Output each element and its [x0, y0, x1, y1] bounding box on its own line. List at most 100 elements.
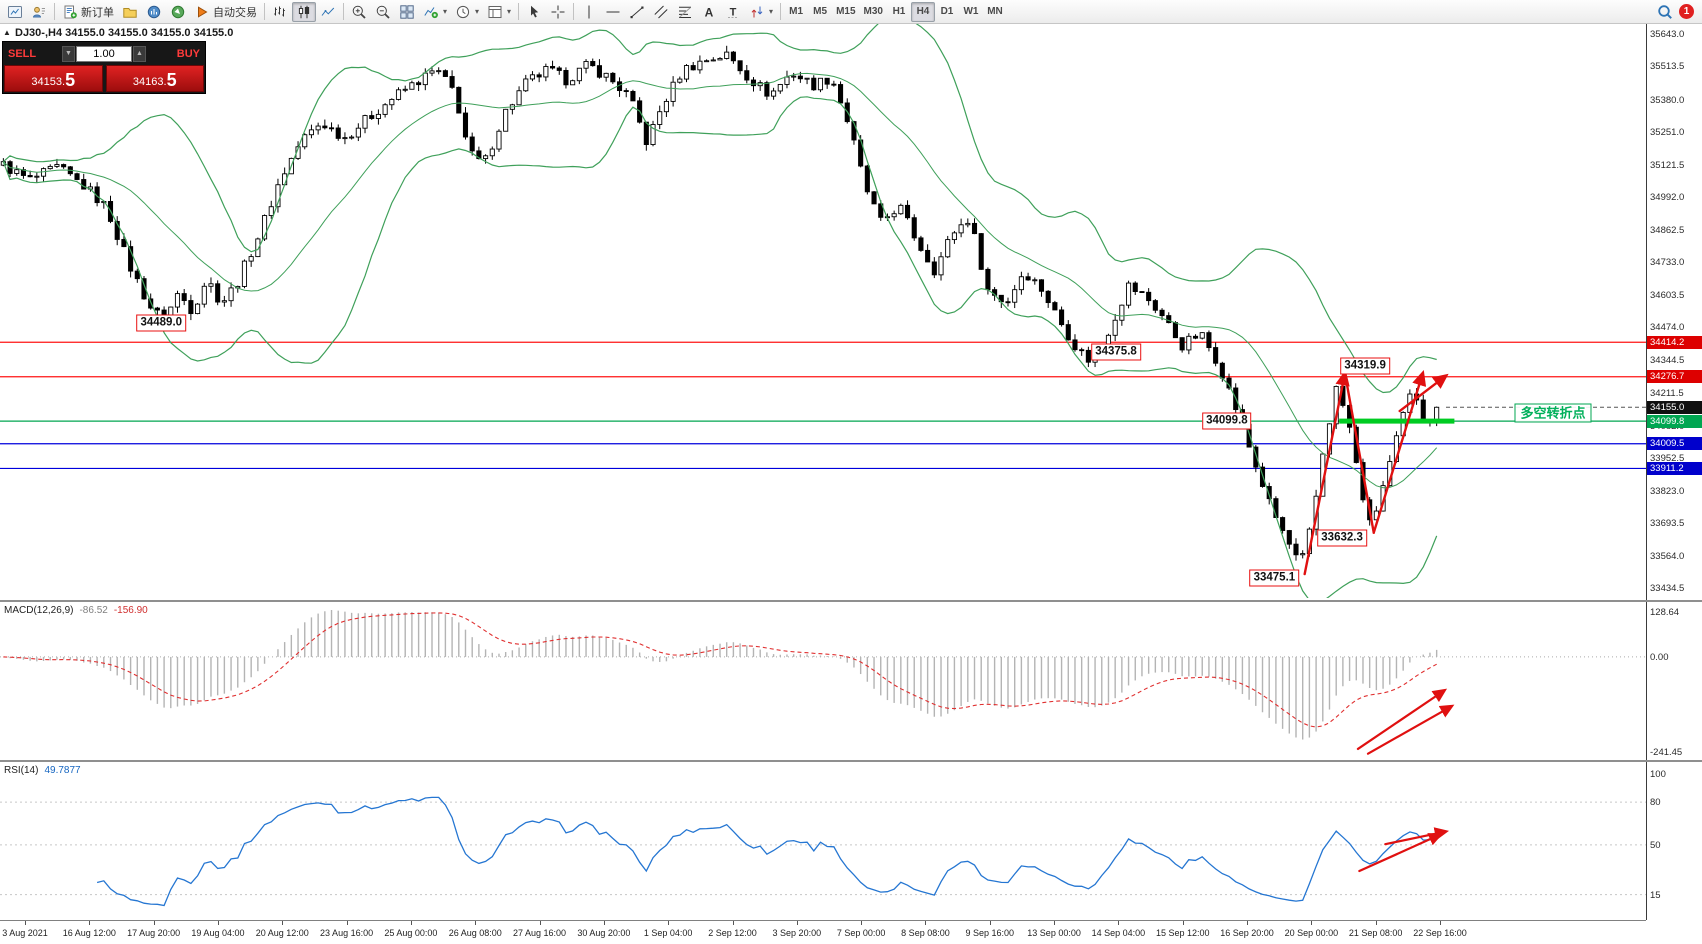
trendline-button[interactable]	[625, 2, 649, 22]
tile-windows-button[interactable]	[395, 2, 419, 22]
timeframe-h1-button[interactable]: H1	[892, 6, 906, 17]
price-callout[interactable]: 34489.0	[136, 314, 187, 332]
price-axis[interactable]: 35643.0 35513.5 35380.0 35251.0 35121.5 34992…	[1646, 24, 1702, 920]
buy-button[interactable]: 34163. 5	[105, 65, 204, 92]
charts-grid-button[interactable]	[3, 2, 27, 22]
periods-button[interactable]: ▾	[451, 2, 483, 22]
timeframe-m15-button[interactable]: M15	[836, 6, 856, 17]
symbol-ohlc-line: DJ30-,H4 34155.0 34155.0 34155.0 34155.0	[15, 27, 234, 39]
cursor-button[interactable]	[522, 2, 546, 22]
time-axis[interactable]: 3 Aug 2021 16 Aug 12:00 17 Aug 20:00 19 Aug…	[0, 920, 1646, 944]
time-axis-label: 20 Sep 00:00	[1284, 928, 1339, 938]
time-axis-tick	[732, 921, 734, 925]
price-callout[interactable]: 34319.9	[1340, 357, 1390, 375]
crosshair-button[interactable]	[546, 2, 570, 22]
toolbar-separator	[343, 3, 344, 20]
rsi-label: RSI(14) 49.7877	[4, 765, 81, 776]
price-axis-label: 33693.5	[1650, 518, 1685, 530]
turning-point-label[interactable]: 多空转折点	[1514, 403, 1592, 423]
price-callout[interactable]: 33475.1	[1249, 569, 1300, 587]
time-axis-tick	[796, 921, 798, 925]
price-callout[interactable]: 34375.8	[1091, 343, 1141, 361]
zoom-in-button[interactable]	[347, 2, 371, 22]
volume-decrease-button[interactable]: ▼	[62, 45, 75, 62]
sell-label: SELL	[8, 47, 37, 60]
zoom-out-button[interactable]	[371, 2, 395, 22]
macd-axis-label: 128.64	[1650, 607, 1680, 618]
strategy-tester-button[interactable]	[118, 2, 142, 22]
volume-stepper: ▼ ▲	[62, 45, 146, 62]
time-axis-label: 14 Sep 04:00	[1091, 928, 1146, 938]
time-axis-label: 8 Sep 08:00	[901, 928, 950, 938]
time-axis-tick	[475, 921, 477, 925]
profile-button[interactable]	[27, 2, 51, 22]
panel-splitter-macd[interactable]	[0, 600, 1702, 602]
macd-name: MACD(12,26,9)	[4, 605, 74, 616]
indicators-button[interactable]: ▾	[419, 2, 451, 22]
timeframe-group: M1 M5 M15 M30 H1 H4 D1 W1 MN	[784, 1, 1007, 22]
price-axis-label: 34992.0	[1650, 192, 1685, 204]
price-callout[interactable]: 34099.8	[1202, 412, 1252, 430]
fibonacci-button[interactable]	[673, 2, 697, 22]
autotrading-label: 自动交易	[213, 6, 257, 19]
panel-splitter-rsi[interactable]	[0, 760, 1702, 762]
candlestick-chart-button[interactable]	[292, 1, 316, 22]
svg-text:T: T	[730, 6, 737, 18]
text-label-icon: T	[725, 4, 741, 20]
price-chart[interactable]	[0, 0, 1646, 920]
templates-button[interactable]: ▾	[483, 2, 515, 22]
price-axis-label: 33952.5	[1650, 453, 1685, 465]
toolbar-separator	[54, 3, 55, 20]
text-button[interactable]: A	[697, 2, 721, 22]
bar-chart-button[interactable]	[268, 2, 292, 22]
timeframe-mn-button[interactable]: MN	[987, 6, 1003, 17]
navigator-icon	[170, 4, 186, 20]
search-button[interactable]	[1653, 2, 1677, 22]
text-icon: A	[701, 4, 717, 20]
time-axis-label: 3 Aug 2021	[2, 928, 48, 938]
time-axis-tick	[89, 921, 91, 925]
sell-button[interactable]: 34153. 5	[4, 65, 103, 92]
time-axis-label: 7 Sep 00:00	[836, 928, 886, 938]
price-axis-box: 33911.2	[1647, 461, 1702, 475]
profile-icon	[31, 4, 47, 20]
timeframe-h4-button[interactable]: H4	[910, 1, 935, 22]
time-axis-tick	[410, 921, 412, 925]
arrows-button[interactable]: ▾	[745, 2, 777, 22]
folder-icon	[122, 4, 138, 20]
time-axis-tick	[668, 921, 670, 925]
timeframe-m5-button[interactable]: M5	[813, 6, 828, 17]
zoom-out-icon	[375, 4, 391, 20]
volume-increase-button[interactable]: ▲	[133, 45, 146, 62]
autotrading-button[interactable]: 自动交易	[190, 2, 261, 22]
text-label-button[interactable]: T	[721, 2, 745, 22]
macd-axis-label: 0.00	[1650, 651, 1669, 663]
toolbar-separator	[518, 3, 520, 20]
price-callout[interactable]: 33632.3	[1317, 529, 1367, 547]
volume-input[interactable]	[76, 45, 132, 62]
crosshair-icon	[550, 4, 566, 20]
horizontal-line-button[interactable]	[601, 2, 625, 22]
channel-button[interactable]	[649, 2, 673, 22]
vertical-line-button[interactable]	[577, 2, 601, 22]
navigator-button[interactable]	[166, 2, 190, 22]
price-axis-box: 34276.7	[1647, 370, 1702, 384]
timeframe-d1-button[interactable]: D1	[940, 6, 954, 17]
market-watch-button[interactable]	[142, 2, 166, 22]
time-axis-label: 21 Sep 08:00	[1348, 928, 1403, 938]
time-axis-tick	[1054, 921, 1056, 925]
macd-main-value: -86.52	[79, 605, 108, 616]
tile-windows-icon	[399, 4, 415, 20]
timeframe-m1-button[interactable]: M1	[789, 6, 804, 17]
timeframe-w1-button[interactable]: W1	[963, 6, 979, 17]
time-axis-label: 9 Sep 16:00	[965, 928, 1015, 938]
timeframe-m30-button[interactable]: M30	[863, 6, 883, 17]
notification-badge[interactable]: 1	[1679, 4, 1694, 19]
line-chart-button[interactable]	[316, 2, 340, 22]
time-axis-label: 26 Aug 08:00	[448, 928, 502, 938]
new-order-button[interactable]: 新订单	[58, 2, 118, 22]
one-click-toggle[interactable]: ▲	[3, 28, 11, 37]
toolbar-separator	[264, 3, 265, 20]
time-axis-tick	[1311, 921, 1313, 925]
time-axis-label: 13 Sep 00:00	[1027, 928, 1081, 938]
